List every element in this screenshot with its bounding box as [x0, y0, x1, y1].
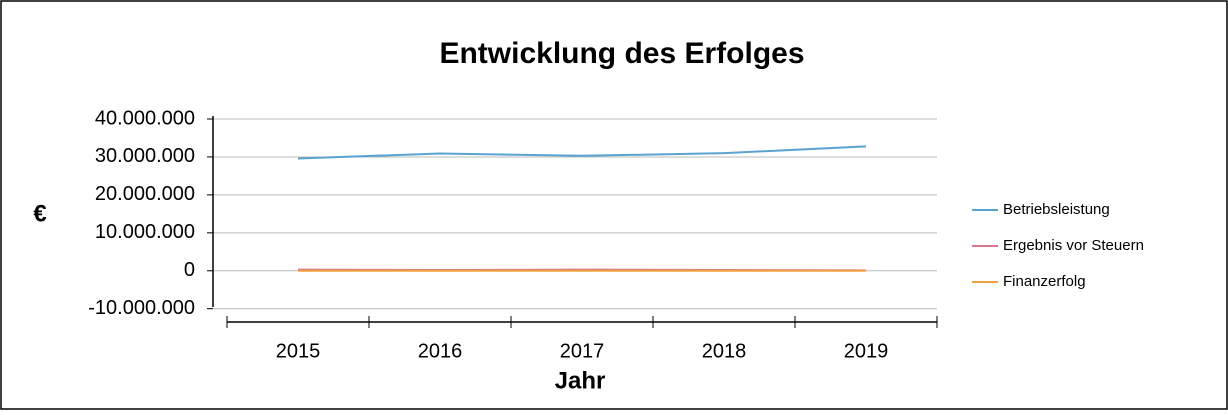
legend-label: Betriebsleistung — [1003, 201, 1110, 218]
x-tick-label: 2019 — [844, 340, 889, 362]
series-line — [297, 145, 867, 160]
x-tick-label: 2015 — [276, 340, 321, 362]
y-tick-label: 40.000.000 — [95, 107, 195, 129]
chart-title: Entwicklung des Erfolges — [439, 37, 804, 70]
y-tick-label: 20.000.000 — [95, 183, 195, 205]
y-tick-label: -10.000.000 — [88, 297, 195, 319]
y-tick-label: 30.000.000 — [95, 145, 195, 167]
x-axis-label: Jahr — [555, 367, 606, 394]
y-axis-label: € — [33, 200, 46, 227]
x-tick-label: 2016 — [418, 340, 463, 362]
legend-label: Finanzerfolg — [1003, 273, 1086, 290]
y-tick-label: 0 — [184, 259, 195, 281]
x-tick-label: 2017 — [560, 340, 605, 362]
legend-label: Ergebnis vor Steuern — [1003, 237, 1144, 254]
y-tick-label: 10.000.000 — [95, 221, 195, 243]
x-tick-label: 2018 — [702, 340, 747, 362]
